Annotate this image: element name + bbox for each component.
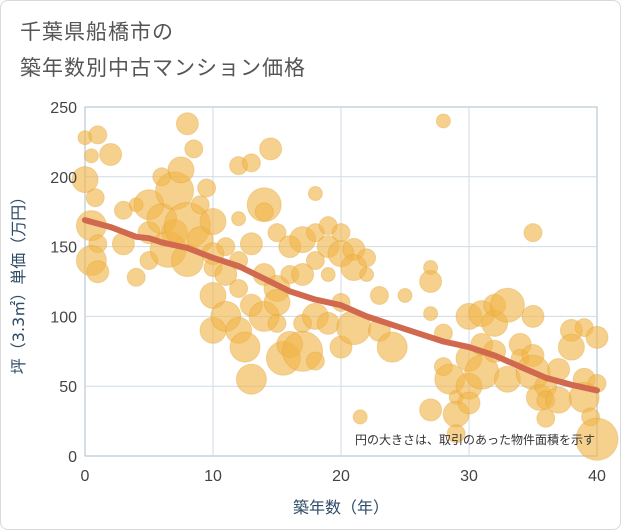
data-bubble bbox=[536, 408, 556, 428]
data-bubble bbox=[423, 306, 439, 322]
y-tick-label: 250 bbox=[50, 100, 77, 117]
data-bubble bbox=[229, 331, 261, 363]
data-bubble bbox=[88, 125, 108, 145]
data-bubble bbox=[320, 267, 336, 283]
x-tick-label: 10 bbox=[204, 468, 222, 485]
data-bubble bbox=[316, 311, 340, 335]
data-bubble bbox=[457, 391, 481, 415]
data-bubble bbox=[190, 195, 210, 215]
bubble-layer bbox=[71, 112, 619, 461]
grid-layer bbox=[84, 106, 598, 457]
data-bubble bbox=[585, 325, 609, 349]
data-bubble bbox=[369, 285, 389, 305]
y-tick-label: 100 bbox=[50, 309, 77, 326]
data-bubble bbox=[167, 156, 195, 184]
data-bubble bbox=[175, 112, 199, 136]
data-bubble bbox=[307, 186, 323, 202]
data-bubble bbox=[216, 237, 236, 257]
data-bubble bbox=[254, 202, 274, 222]
data-bubble bbox=[357, 248, 377, 268]
x-tick-label: 0 bbox=[81, 468, 90, 485]
data-bubble bbox=[446, 424, 466, 444]
data-bubble bbox=[575, 417, 619, 461]
data-bubble bbox=[239, 232, 263, 256]
data-bubble bbox=[99, 142, 123, 166]
data-bubble bbox=[267, 313, 287, 333]
x-tick-label: 20 bbox=[332, 468, 350, 485]
data-bubble bbox=[291, 263, 315, 287]
data-bubble bbox=[305, 251, 325, 271]
size-note: 円の大きさは、取引のあった物件面積を示す bbox=[355, 432, 595, 447]
x-tick-label: 40 bbox=[588, 468, 606, 485]
data-bubble bbox=[235, 363, 267, 395]
data-bubble bbox=[86, 260, 110, 284]
data-bubble bbox=[359, 267, 375, 283]
y-axis-label: 坪（3.3㎡）単価（万円） bbox=[9, 189, 28, 374]
tick-layer: 0 10 20 30 40 0 50 100 150 200 250 bbox=[50, 100, 606, 485]
data-bubble bbox=[85, 188, 105, 208]
data-bubble bbox=[521, 304, 545, 328]
chart-title-line2: 築年数別中古マンション価格 bbox=[20, 56, 306, 80]
data-bubble bbox=[545, 386, 573, 414]
data-bubble bbox=[241, 153, 261, 173]
data-bubble bbox=[197, 178, 217, 198]
x-axis-label: 築年数（年） bbox=[293, 498, 389, 517]
y-tick-label: 50 bbox=[59, 379, 77, 396]
data-bubble bbox=[184, 139, 204, 159]
data-bubble bbox=[126, 267, 146, 287]
data-bubble bbox=[267, 223, 287, 243]
data-bubble bbox=[489, 287, 525, 323]
data-bubble bbox=[557, 333, 585, 361]
y-tick-label: 150 bbox=[50, 240, 77, 257]
data-bubble bbox=[199, 207, 227, 235]
trend-line bbox=[82, 217, 600, 394]
data-bubble bbox=[305, 351, 325, 371]
data-bubble bbox=[71, 166, 99, 194]
y-tick-label: 0 bbox=[68, 449, 77, 466]
data-bubble bbox=[397, 287, 413, 303]
data-bubble bbox=[263, 288, 291, 316]
chart-title-line1: 千葉県船橋市の bbox=[20, 20, 174, 44]
data-bubble bbox=[352, 409, 368, 425]
data-bubble bbox=[523, 223, 543, 243]
trend-layer bbox=[82, 217, 600, 394]
x-tick-label: 30 bbox=[460, 468, 478, 485]
data-bubble bbox=[419, 270, 443, 293]
y-tick-label: 200 bbox=[50, 170, 77, 187]
data-bubble bbox=[229, 278, 249, 298]
data-bubble bbox=[331, 223, 351, 243]
data-bubble bbox=[199, 281, 227, 309]
data-bubble bbox=[419, 398, 443, 422]
data-bubble bbox=[231, 211, 247, 227]
data-bubble bbox=[83, 148, 99, 164]
data-bubble bbox=[435, 113, 451, 129]
data-bubble bbox=[376, 331, 408, 363]
data-bubble bbox=[259, 137, 283, 161]
